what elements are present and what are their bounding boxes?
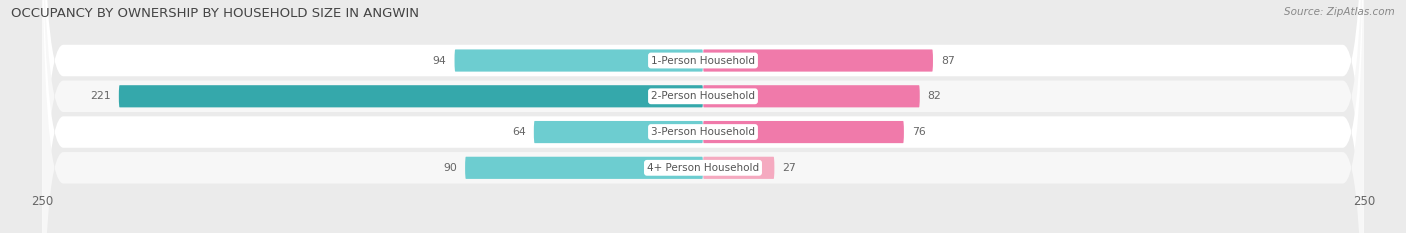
Text: 2-Person Household: 2-Person Household [651,91,755,101]
FancyBboxPatch shape [120,85,703,107]
Text: 76: 76 [912,127,925,137]
FancyBboxPatch shape [703,85,920,107]
FancyBboxPatch shape [42,0,1364,233]
FancyBboxPatch shape [42,0,1364,233]
Text: 90: 90 [443,163,457,173]
Text: 4+ Person Household: 4+ Person Household [647,163,759,173]
Text: 87: 87 [941,55,955,65]
Text: 221: 221 [90,91,111,101]
Text: 64: 64 [512,127,526,137]
Text: 3-Person Household: 3-Person Household [651,127,755,137]
FancyBboxPatch shape [42,0,1364,233]
Text: 1-Person Household: 1-Person Household [651,55,755,65]
FancyBboxPatch shape [42,0,1364,233]
FancyBboxPatch shape [534,121,703,143]
FancyBboxPatch shape [703,49,934,72]
Text: 82: 82 [928,91,942,101]
FancyBboxPatch shape [454,49,703,72]
Text: Source: ZipAtlas.com: Source: ZipAtlas.com [1284,7,1395,17]
Text: OCCUPANCY BY OWNERSHIP BY HOUSEHOLD SIZE IN ANGWIN: OCCUPANCY BY OWNERSHIP BY HOUSEHOLD SIZE… [11,7,419,20]
Text: 27: 27 [782,163,796,173]
FancyBboxPatch shape [703,157,775,179]
FancyBboxPatch shape [465,157,703,179]
Text: 94: 94 [433,55,447,65]
FancyBboxPatch shape [703,121,904,143]
